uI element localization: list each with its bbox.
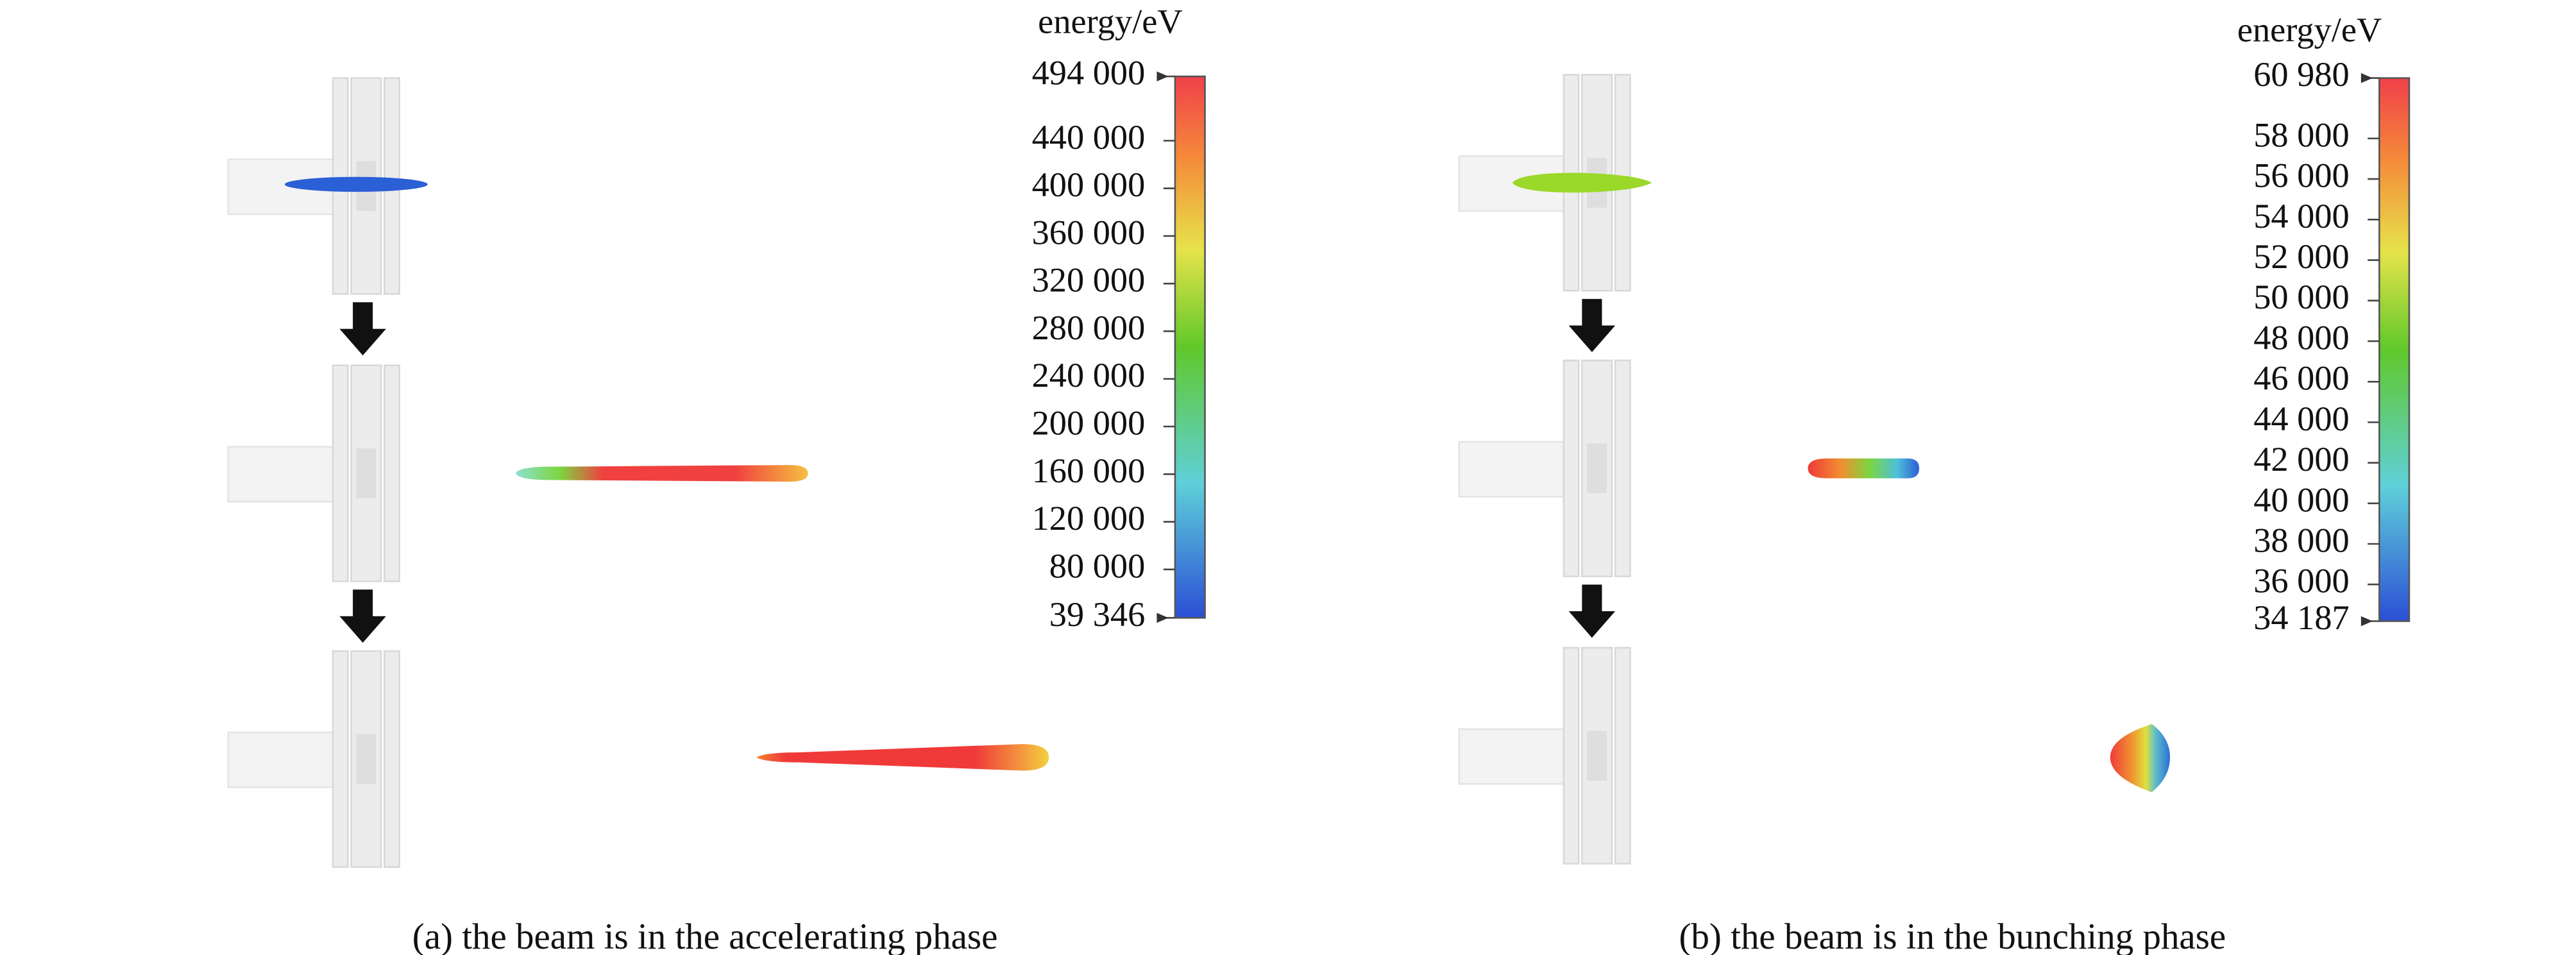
- tick-label: 48 000: [2253, 318, 2350, 357]
- caption: (b) the beam is in the bunching phase: [1679, 917, 2226, 955]
- panel-b-diagram: [1458, 74, 2171, 865]
- tick-label: 56 000: [2253, 156, 2350, 195]
- beam: [756, 744, 1049, 771]
- beam: [284, 176, 428, 192]
- beam: [515, 465, 808, 482]
- tick-label: 50 000: [2253, 278, 2350, 316]
- beam: [2110, 724, 2171, 793]
- beam: [1512, 173, 1652, 193]
- tick-label: 240 000: [1032, 356, 1146, 394]
- tick-label: 280 000: [1032, 308, 1146, 347]
- tick-label: 44 000: [2253, 400, 2350, 438]
- tick-label: 36 000: [2253, 562, 2350, 600]
- tick-label: 400 000: [1032, 165, 1146, 204]
- panel-a-diagram: [227, 77, 1049, 868]
- tick-label: 58 000: [2253, 115, 2350, 154]
- tick-label: 42 000: [2253, 440, 2350, 478]
- tick-label: 160 000: [1032, 452, 1146, 490]
- beam: [1808, 458, 1920, 478]
- end-marker: [2360, 72, 2373, 83]
- tick-label: 80 000: [1049, 546, 1146, 585]
- tick-label: 39 346: [1049, 595, 1146, 634]
- colorbar-title: energy/eV: [2237, 10, 2382, 49]
- colorbar: [1174, 75, 1206, 619]
- caption: (a) the beam is in the accelerating phas…: [412, 917, 998, 955]
- tick-label: 360 000: [1032, 213, 1146, 251]
- tick-label: 60 980: [2253, 55, 2350, 94]
- tick-label: 494 000: [1032, 54, 1146, 92]
- tick-label: 440 000: [1032, 118, 1146, 156]
- tick-label: 38 000: [2253, 521, 2350, 559]
- tick-label: 46 000: [2253, 359, 2350, 398]
- tick-label: 120 000: [1032, 499, 1146, 537]
- tick-label: 40 000: [2253, 480, 2350, 519]
- end-marker: [1157, 71, 1169, 81]
- tick-label: 52 000: [2253, 237, 2350, 276]
- tick-label: 200 000: [1032, 404, 1146, 443]
- end-marker: [2360, 616, 2373, 627]
- colorbar: [2378, 77, 2411, 622]
- colorbar-title: energy/eV: [1038, 2, 1182, 40]
- end-marker: [1157, 613, 1169, 623]
- tick-label: 34 187: [2253, 598, 2350, 637]
- tick-label: 54 000: [2253, 197, 2350, 235]
- tick-label: 320 000: [1032, 261, 1146, 300]
